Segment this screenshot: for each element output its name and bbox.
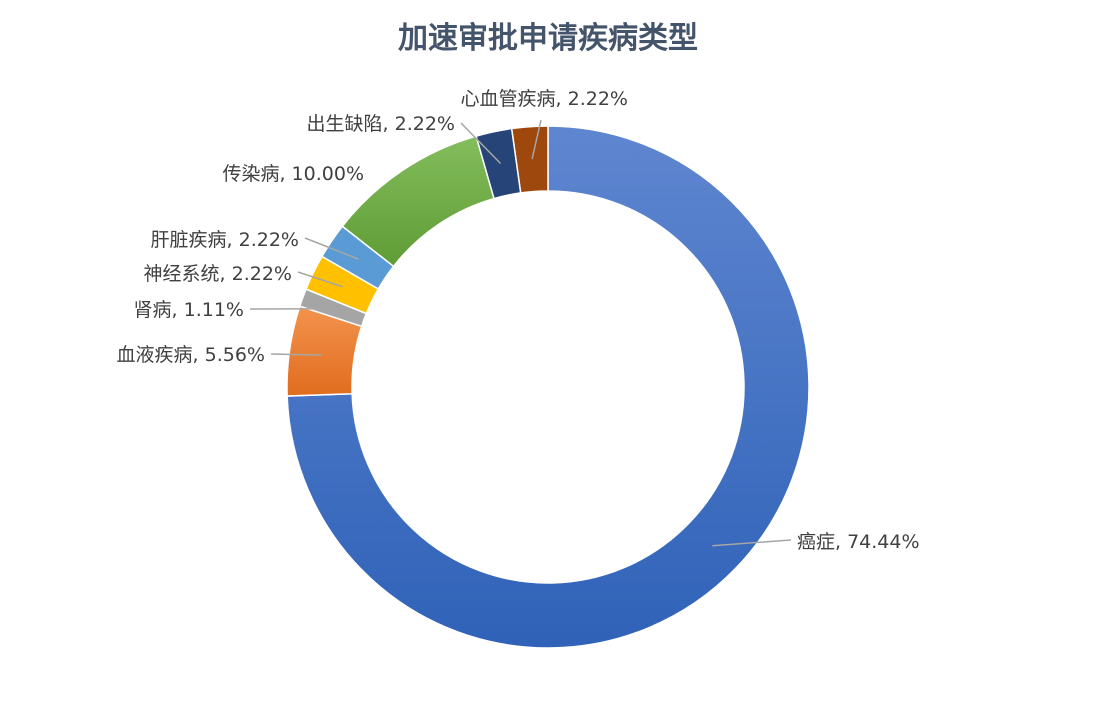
slice-8 [510, 125, 549, 194]
slice-label-7: 出生缺陷, 2.22% [307, 113, 455, 135]
slice-1 [286, 125, 810, 649]
slice-label-2: 血液疾病, 5.56% [117, 344, 265, 366]
slice-label-8: 心血管疾病, 2.22% [461, 88, 628, 110]
slice-label-4: 神经系统, 2.22% [144, 263, 292, 285]
slice-label-1: 癌症, 74.44% [797, 531, 920, 553]
leader-line-2 [270, 353, 322, 356]
leader-line-5 [304, 237, 359, 260]
slice-label-3: 肾病, 1.11% [134, 299, 244, 321]
slice-label-5: 肝脏疾病, 2.22% [151, 229, 299, 251]
leader-lines-group [249, 119, 792, 547]
chart-title: 加速审批申请疾病类型 [398, 21, 698, 56]
leader-line-7 [460, 122, 502, 165]
leader-line-1 [712, 539, 792, 547]
slices-group [286, 125, 810, 649]
leader-line-8 [531, 119, 542, 160]
labels-group: 癌症, 74.44% 血液疾病, 5.56% 肾病, 1.11% 神经系统, 2.22… [117, 88, 920, 553]
slice-label-6: 传染病, 10.00% [222, 163, 364, 185]
leader-line-4 [297, 271, 343, 288]
